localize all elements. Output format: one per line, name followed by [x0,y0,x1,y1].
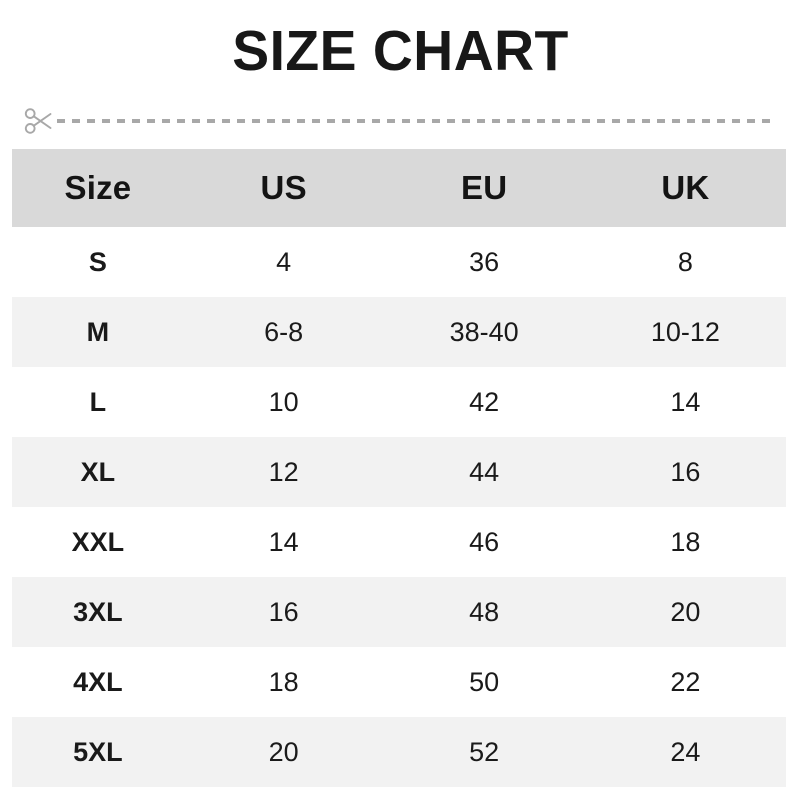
cell-eu: 52 [469,736,500,767]
cell-size: XL [80,456,116,487]
column-header-size: Size [64,169,132,206]
table-row: 4XL 18 50 22 [12,647,786,717]
cell-us: 16 [268,596,299,627]
column-header-eu: EU [460,169,508,206]
cell-size: 5XL [73,736,123,767]
cell-uk: 14 [670,386,701,417]
page-title-container: SIZE CHART [0,19,800,83]
cell-us: 14 [268,526,299,557]
cell-uk: 22 [670,666,701,697]
cell-eu: 48 [469,596,500,627]
table-row: 3XL 16 48 20 [12,577,786,647]
table-row: S 4 36 8 [12,227,786,297]
cell-eu: 36 [469,246,500,277]
cell-size: M [86,316,110,347]
cell-eu: 42 [469,386,500,417]
cell-uk: 16 [670,456,701,487]
table-row: M 6-8 38-40 10-12 [12,297,786,367]
dashed-cut-line [57,119,772,123]
cell-size: XXL [71,526,125,557]
cell-eu: 46 [469,526,500,557]
size-chart-table: Size US EU UK S 4 36 8 M 6-8 38-40 10-12… [12,149,786,787]
cell-uk: 10-12 [650,316,720,347]
cell-eu: 44 [469,456,500,487]
cell-uk: 20 [670,596,701,627]
column-header-us: US [260,169,307,206]
cell-size: 4XL [73,666,123,697]
cell-size: L [89,386,107,417]
cell-us: 6-8 [264,316,304,347]
cell-us: 10 [268,386,299,417]
table-row: L 10 42 14 [12,367,786,437]
table-row: 5XL 20 52 24 [12,717,786,787]
page-title: SIZE CHART [231,19,569,83]
table-header-row: Size US EU UK [12,149,786,227]
table-row: XXL 14 46 18 [12,507,786,577]
cell-eu: 38-40 [449,316,519,347]
cell-us: 12 [268,456,299,487]
cell-us: 18 [268,666,299,697]
table-row: XL 12 44 16 [12,437,786,507]
cell-size: 3XL [73,596,123,627]
cell-eu: 50 [469,666,500,697]
cell-us: 20 [268,736,299,767]
cell-uk: 24 [670,736,701,767]
cell-uk: 8 [677,246,693,277]
cut-here-divider [22,104,778,138]
scissors-icon [22,105,56,137]
cell-us: 4 [276,246,292,277]
cell-uk: 18 [670,526,701,557]
cell-size: S [88,246,107,277]
column-header-uk: UK [661,169,710,206]
